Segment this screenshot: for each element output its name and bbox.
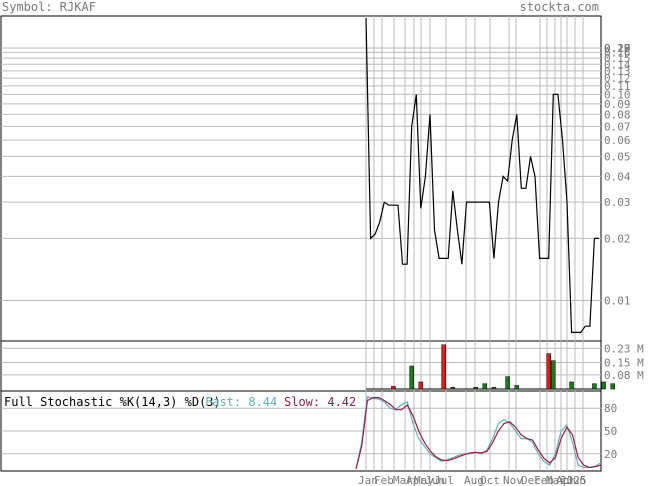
brand-text[interactable]: stockta.com bbox=[520, 0, 599, 14]
volume-bars bbox=[366, 344, 615, 390]
x-tick-label: Feb bbox=[534, 474, 554, 486]
x-tick-label: Apr bbox=[556, 474, 576, 486]
volume-bar bbox=[409, 365, 414, 390]
x-tick-label: Jul bbox=[434, 474, 454, 486]
price-tick-label: 0.17 bbox=[604, 42, 631, 55]
price-tick-label: 0.14 bbox=[604, 58, 631, 71]
volume-bar bbox=[546, 353, 551, 390]
volume-bar bbox=[601, 381, 606, 390]
volume-axis: 0.23 M0.15 M0.08 M bbox=[604, 342, 644, 382]
price-tick-label: 0.06 bbox=[604, 134, 631, 147]
volume-tick-label: 0.15 M bbox=[604, 356, 644, 369]
volume-bar bbox=[514, 385, 520, 390]
stochastic-slow-line bbox=[355, 397, 602, 470]
stochastic-tick-label: 20 bbox=[604, 448, 617, 461]
price-tick-label: 0.01 bbox=[604, 294, 631, 307]
x-tick-label: Aug bbox=[464, 474, 484, 486]
volume-bar bbox=[551, 360, 556, 390]
price-tick-label: 0.15 bbox=[604, 52, 631, 65]
price-tick-label: 0.07 bbox=[604, 120, 631, 133]
x-tick-label: May bbox=[414, 474, 434, 486]
price-tick-label: 0.08 bbox=[604, 108, 631, 121]
price-axis: 0.200.190.180.170.160.150.140.130.120.11… bbox=[604, 42, 631, 307]
stochastic-axis: 80 50 20 bbox=[604, 402, 617, 461]
price-tick-label: 0.02 bbox=[604, 232, 631, 245]
volume-bar bbox=[610, 383, 615, 390]
volume-tick-label: 0.08 M bbox=[604, 369, 644, 382]
stochastic-fast-label: Fast: 8.44 bbox=[205, 395, 277, 409]
x-tick-label: Oct bbox=[480, 474, 500, 486]
x-tick-label: Jan bbox=[358, 474, 378, 486]
volume-bar bbox=[450, 386, 456, 390]
price-tick-label: 0.13 bbox=[604, 65, 631, 78]
x-tick-label: Nov bbox=[503, 474, 523, 486]
volume-bar bbox=[441, 344, 446, 390]
x-tick-label: 2025 bbox=[560, 474, 587, 486]
stochastic-title: Full Stochastic %K(14,3) %D(3) bbox=[4, 395, 221, 409]
volume-bar bbox=[418, 381, 424, 390]
x-tick-label: Feb bbox=[374, 474, 394, 486]
price-tick-label: 0.12 bbox=[604, 72, 631, 85]
price-tick-label: 0.10 bbox=[604, 88, 631, 101]
grid bbox=[1, 16, 601, 471]
price-tick-label: 0.11 bbox=[604, 80, 631, 93]
price-line bbox=[365, 17, 599, 333]
price-tick-label: 0.18 bbox=[604, 42, 631, 55]
price-tick-label: 0.03 bbox=[604, 196, 631, 209]
stochastic-tick-label: 80 bbox=[604, 402, 617, 415]
x-tick-label: Apr bbox=[406, 474, 426, 486]
x-tick-label: Jun bbox=[566, 474, 586, 486]
stochastic-slow-label: Slow: 4.42 bbox=[284, 395, 356, 409]
stochastic-tick-label: 50 bbox=[604, 425, 617, 438]
volume-bar bbox=[491, 386, 497, 390]
volume-tick-label: 0.23 M bbox=[604, 342, 644, 355]
x-tick-label: Mar bbox=[393, 474, 413, 486]
price-tick-label: 0.19 bbox=[604, 42, 631, 55]
price-tick-label: 0.09 bbox=[604, 98, 631, 111]
volume-bar bbox=[391, 386, 396, 390]
volume-bar bbox=[592, 383, 597, 390]
x-tick-label: Jun bbox=[425, 474, 445, 486]
price-tick-label: 0.20 bbox=[604, 42, 631, 55]
volume-bar bbox=[482, 383, 488, 390]
volume-bar bbox=[473, 386, 478, 390]
price-tick-label: 0.16 bbox=[604, 46, 631, 59]
volume-bar bbox=[569, 381, 574, 390]
x-tick-label: Dec bbox=[521, 474, 541, 486]
volume-bar bbox=[505, 376, 510, 390]
symbol-text: Symbol: RJKAF bbox=[2, 0, 96, 14]
price-tick-label: 0.05 bbox=[604, 150, 631, 163]
x-tick-label: Mar bbox=[546, 474, 566, 486]
price-tick-label: 0.04 bbox=[604, 170, 631, 183]
